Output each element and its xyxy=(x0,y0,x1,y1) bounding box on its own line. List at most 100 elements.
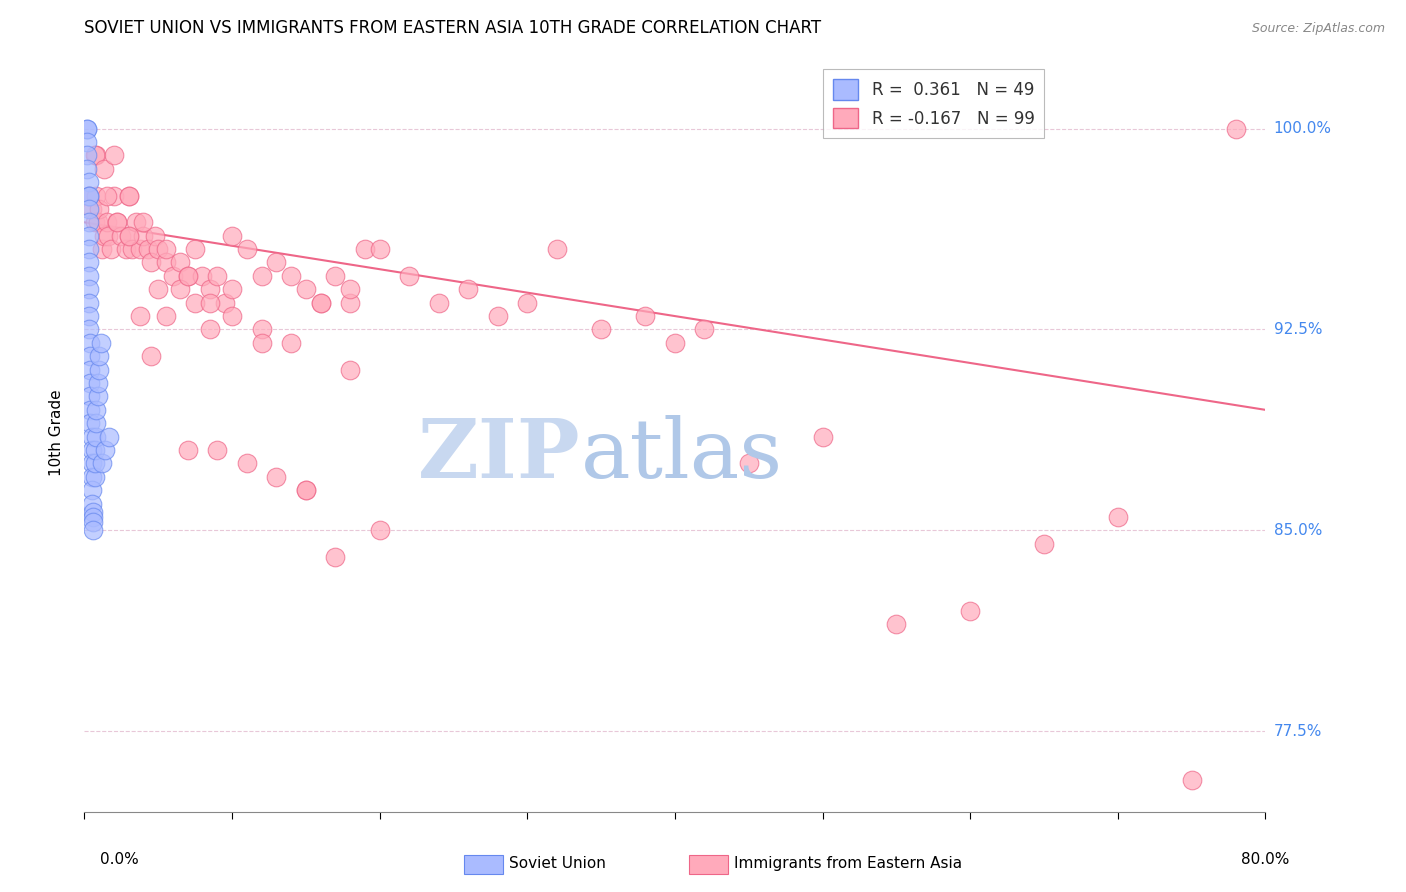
Point xyxy=(76,135,98,149)
Point xyxy=(82,505,104,519)
Point xyxy=(80,430,103,444)
Point xyxy=(664,335,686,350)
Point xyxy=(77,295,100,310)
Text: Immigrants from Eastern Asia: Immigrants from Eastern Asia xyxy=(734,856,962,871)
Point xyxy=(80,443,103,458)
Point xyxy=(368,524,391,538)
Point xyxy=(118,228,141,243)
Point xyxy=(118,188,141,202)
Point xyxy=(354,242,377,256)
Point xyxy=(79,402,101,417)
Point xyxy=(177,268,200,283)
Point xyxy=(325,550,347,565)
Point xyxy=(162,268,184,283)
Point xyxy=(221,228,243,243)
Point xyxy=(155,242,177,256)
Point xyxy=(184,242,207,256)
Point xyxy=(148,242,170,256)
Point xyxy=(86,215,108,229)
Point xyxy=(198,282,221,296)
Point xyxy=(84,188,107,202)
Point xyxy=(79,362,101,376)
Point xyxy=(110,228,132,243)
Point xyxy=(84,148,107,162)
Point xyxy=(811,430,834,444)
Point xyxy=(87,362,111,376)
Point xyxy=(129,309,152,323)
Point xyxy=(309,295,332,310)
Point xyxy=(91,242,114,256)
Point xyxy=(86,389,108,403)
Point xyxy=(280,335,302,350)
Point xyxy=(191,268,214,283)
Point xyxy=(80,483,103,498)
Point xyxy=(76,148,98,162)
Point xyxy=(177,268,200,283)
Point xyxy=(221,282,243,296)
Point xyxy=(77,282,100,296)
Point xyxy=(368,242,391,256)
Point xyxy=(139,255,162,269)
Point xyxy=(77,202,100,216)
Point xyxy=(198,322,221,336)
Point xyxy=(82,524,104,538)
Point xyxy=(77,215,100,229)
Point xyxy=(516,295,538,310)
Point xyxy=(295,483,318,498)
Point xyxy=(309,295,332,310)
Point xyxy=(886,617,908,632)
Text: ZIP: ZIP xyxy=(418,416,581,495)
Point xyxy=(398,268,420,283)
Point xyxy=(93,228,115,243)
Point xyxy=(250,268,273,283)
Point xyxy=(105,215,128,229)
Point xyxy=(427,295,450,310)
Point xyxy=(591,322,613,336)
Point xyxy=(77,242,100,256)
Point xyxy=(125,215,148,229)
Point xyxy=(339,362,361,376)
Point xyxy=(221,309,243,323)
Point xyxy=(82,516,104,530)
Point xyxy=(86,376,108,390)
Point xyxy=(83,457,105,471)
Point xyxy=(77,175,100,189)
Point xyxy=(118,188,141,202)
Text: 85.0%: 85.0% xyxy=(1274,523,1322,538)
Text: Soviet Union: Soviet Union xyxy=(509,856,606,871)
Point xyxy=(139,349,162,363)
Point xyxy=(177,443,200,458)
Point xyxy=(83,470,105,484)
Point xyxy=(1225,121,1247,136)
Point xyxy=(198,295,221,310)
Legend: R =  0.361   N = 49, R = -0.167   N = 99: R = 0.361 N = 49, R = -0.167 N = 99 xyxy=(824,70,1045,138)
Point xyxy=(96,188,118,202)
Point xyxy=(77,255,100,269)
Point xyxy=(280,268,302,283)
Text: 100.0%: 100.0% xyxy=(1274,121,1331,136)
Point xyxy=(93,161,115,176)
Point xyxy=(79,416,101,430)
Point xyxy=(84,402,107,417)
Text: atlas: atlas xyxy=(581,416,783,495)
Point xyxy=(155,255,177,269)
Point xyxy=(87,202,111,216)
Point xyxy=(77,268,100,283)
Point xyxy=(83,148,105,162)
Point xyxy=(77,228,100,243)
Point xyxy=(266,255,288,269)
Point xyxy=(132,228,155,243)
Point xyxy=(98,430,121,444)
Text: SOVIET UNION VS IMMIGRANTS FROM EASTERN ASIA 10TH GRADE CORRELATION CHART: SOVIET UNION VS IMMIGRANTS FROM EASTERN … xyxy=(84,19,821,37)
Point xyxy=(207,268,229,283)
Point xyxy=(169,255,191,269)
Point xyxy=(94,443,117,458)
Point xyxy=(486,309,509,323)
Point xyxy=(83,443,105,458)
Point xyxy=(79,389,101,403)
Point xyxy=(236,242,259,256)
Point xyxy=(339,282,361,296)
Point xyxy=(546,242,568,256)
Text: 92.5%: 92.5% xyxy=(1274,322,1322,337)
Point xyxy=(1033,537,1056,551)
